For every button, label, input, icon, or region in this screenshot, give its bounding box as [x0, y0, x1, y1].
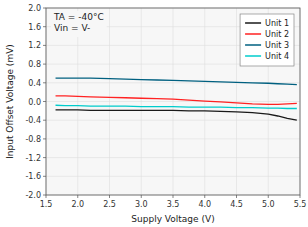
legend-swatch	[245, 55, 261, 57]
x-tick	[268, 195, 269, 198]
legend-box	[240, 14, 294, 66]
y-tick-label: 1.2	[28, 41, 41, 50]
x-tick-label: 3.5	[167, 200, 180, 209]
legend-label: Unit 2	[265, 30, 289, 39]
y-tick-label: 2.0	[28, 4, 41, 13]
y-tick	[43, 120, 46, 121]
x-tick	[204, 195, 205, 198]
x-tick	[109, 195, 110, 198]
y-tick	[43, 157, 46, 158]
annotation-text: TA = -40°C	[53, 12, 104, 22]
legend-label: Unit 4	[265, 52, 289, 61]
x-tick	[300, 195, 301, 198]
annotation-text: Vin = V-	[54, 23, 90, 33]
grid	[46, 8, 300, 195]
y-tick-label: 0.8	[28, 60, 41, 69]
y-tick-label: -0.8	[25, 135, 41, 144]
x-axis-label: Supply Voltage (V)	[131, 214, 214, 224]
x-tick-label: 5.0	[262, 200, 275, 209]
x-tick-label: 3.0	[135, 200, 148, 209]
grid-line-y	[46, 176, 300, 177]
x-tick	[236, 195, 237, 198]
y-tick	[43, 101, 46, 102]
y-tick	[43, 45, 46, 46]
y-tick	[43, 8, 46, 9]
y-tick-label: 1.6	[28, 23, 41, 32]
y-tick	[43, 138, 46, 139]
x-tick	[173, 195, 174, 198]
annotation: TA = -40°CVin = V-	[51, 11, 107, 37]
legend-swatch	[245, 33, 261, 35]
x-tick-label: 5.5	[294, 200, 307, 209]
y-tick	[43, 82, 46, 83]
grid-line-y	[46, 157, 300, 158]
chart: 1.5 2.0 2.5 3.0 3.5 4.0 4.5 5.0 5.5 -2.0 -1.6 -1.2 -…	[0, 0, 308, 227]
y-tick	[43, 64, 46, 65]
x-tick-label: 2.5	[103, 200, 116, 209]
x-tick-label: 4.5	[230, 200, 243, 209]
plot-frame	[46, 8, 300, 195]
y-tick-label: 0.0	[28, 98, 41, 107]
series-line	[56, 105, 297, 108]
y-tick-label: -0.4	[25, 116, 41, 125]
series-line	[56, 78, 297, 85]
y-tick	[43, 26, 46, 27]
y-tick-label: -2.0	[25, 191, 41, 200]
x-tick-label: 2.0	[71, 200, 84, 209]
legend-swatch	[245, 22, 261, 24]
legend-swatch	[245, 44, 261, 46]
x-tick-label: 1.5	[40, 200, 53, 209]
annotation-bg	[51, 11, 107, 37]
axes: 1.5 2.0 2.5 3.0 3.5 4.0 4.5 5.0 5.5 -2.0 -1.6 -1.2 -…	[5, 4, 307, 224]
series-lines	[56, 78, 297, 120]
y-tick	[43, 176, 46, 177]
x-tick	[46, 195, 47, 198]
legend-label: Unit 1	[265, 19, 289, 28]
legend-label: Unit 3	[265, 41, 289, 50]
plot-area	[46, 8, 300, 195]
grid-line-y	[46, 101, 300, 102]
y-tick	[43, 195, 46, 196]
series-line	[56, 96, 297, 104]
y-tick-label: 0.4	[28, 79, 41, 88]
y-tick-label: -1.2	[25, 154, 41, 163]
y-axis-label: Input Offset Voltage (mV)	[5, 44, 15, 159]
x-tick	[141, 195, 142, 198]
series-line	[56, 110, 297, 120]
y-tick-label: -1.6	[25, 172, 41, 181]
grid-line-y	[46, 138, 300, 139]
legend: Unit 1 Unit 2 Unit 3 Unit 4	[240, 14, 294, 66]
grid-line-y	[46, 120, 300, 121]
x-tick-label: 4.0	[198, 200, 211, 209]
x-tick	[77, 195, 78, 198]
